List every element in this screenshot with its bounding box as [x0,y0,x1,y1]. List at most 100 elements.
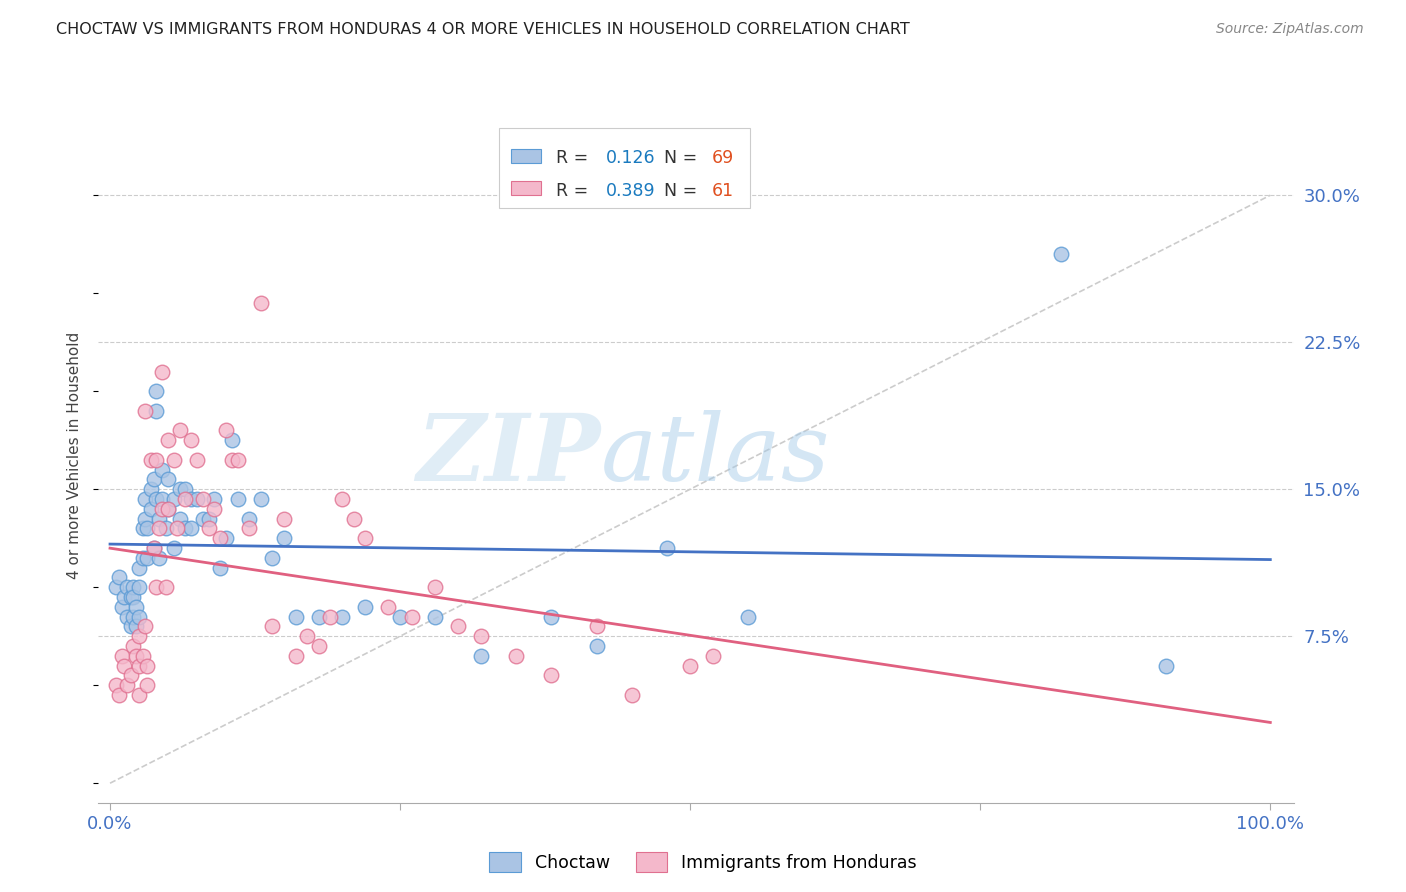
Point [108,570,131,584]
Point [273,531,295,545]
Point [108,688,131,702]
Point [186,452,208,467]
Point [134,491,156,506]
Point [128,560,150,574]
Legend: Choctaw, Immigrants from Honduras: Choctaw, Immigrants from Honduras [482,845,924,879]
Point [163,452,186,467]
Point [1050,247,1073,261]
Point [128,609,150,624]
FancyBboxPatch shape [510,149,541,162]
Point [401,609,423,624]
Point [124,599,146,614]
Point [423,580,446,594]
Y-axis label: 4 or more Vehicles in Household: 4 or more Vehicles in Household [67,331,83,579]
Point [148,511,170,525]
Point [136,678,159,692]
Text: 61: 61 [711,182,734,200]
Point [586,619,609,633]
Point [145,580,167,594]
Point [226,491,249,506]
Point [148,521,170,535]
Point [273,511,295,525]
Point [215,424,238,438]
Point [319,609,342,624]
Point [186,491,208,506]
Point [145,491,167,506]
Text: N =: N = [664,182,703,200]
Point [150,462,173,476]
Point [343,511,366,525]
Point [191,491,214,506]
Point [163,541,186,555]
Point [148,550,170,565]
Point [297,629,319,643]
Point [621,688,644,702]
Text: 0.389: 0.389 [606,182,657,200]
Text: CHOCTAW VS IMMIGRANTS FROM HONDURAS 4 OR MORE VEHICLES IN HOUSEHOLD CORRELATION : CHOCTAW VS IMMIGRANTS FROM HONDURAS 4 OR… [56,22,910,37]
Point [143,541,166,555]
Point [128,658,150,673]
Point [145,452,167,467]
Point [174,491,197,506]
Point [174,482,197,496]
Point [180,491,202,506]
Point [262,550,284,565]
FancyBboxPatch shape [510,181,541,195]
Point [204,501,226,516]
Text: ZIP: ZIP [416,410,600,500]
Point [131,550,153,565]
Point [377,599,399,614]
Point [423,609,446,624]
Point [128,688,150,702]
Point [586,639,609,653]
Point [330,609,353,624]
Point [169,424,191,438]
Point [163,491,186,506]
Point [540,668,562,682]
Point [150,365,173,379]
Point [157,434,180,448]
Point [155,521,177,535]
Point [124,619,146,633]
Point [226,452,249,467]
Point [143,472,166,486]
Point [197,521,219,535]
Point [111,599,134,614]
Point [354,531,377,545]
Point [540,609,562,624]
Point [117,609,139,624]
Point [169,511,191,525]
Point [174,521,197,535]
Point [150,491,173,506]
Point [157,501,180,516]
Point [111,648,134,663]
Point [143,541,166,555]
FancyBboxPatch shape [499,128,749,208]
Text: R =: R = [557,149,593,167]
Point [737,609,759,624]
Point [128,629,150,643]
Text: N =: N = [664,149,703,167]
Point [139,452,162,467]
Point [354,599,377,614]
Point [238,511,260,525]
Point [122,580,145,594]
Point [250,296,273,310]
Point [308,639,330,653]
Point [145,404,167,418]
Point [209,531,232,545]
Point [120,668,142,682]
Point [155,580,177,594]
Point [169,482,191,496]
Point [180,434,202,448]
Point [131,648,153,663]
Point [122,590,145,604]
Point [122,609,145,624]
Point [250,491,273,506]
Point [134,619,156,633]
Point [131,521,153,535]
Point [655,541,678,555]
Point [308,609,330,624]
Point [157,501,180,516]
Point [117,580,139,594]
